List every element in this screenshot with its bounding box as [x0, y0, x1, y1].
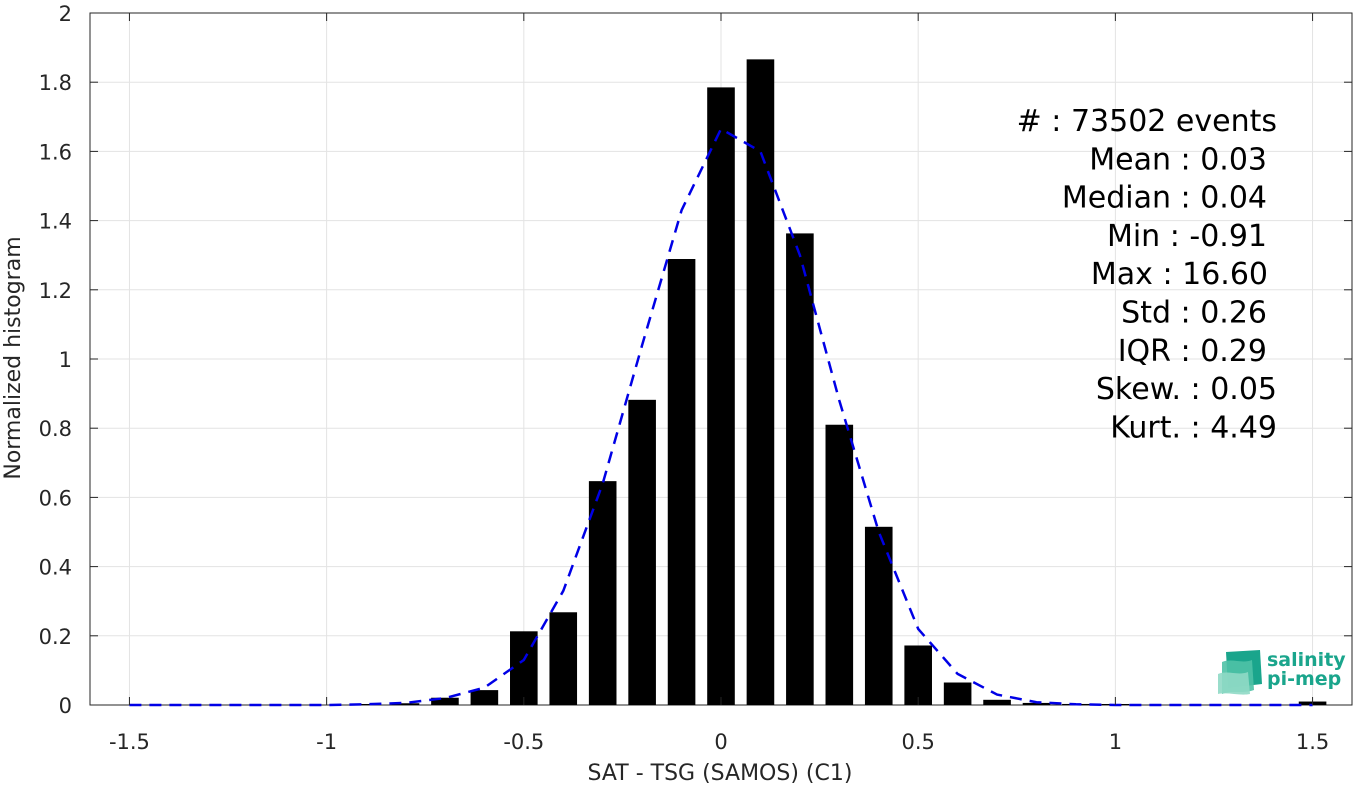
histogram-bar: [470, 690, 499, 705]
stats-line: Mean : 0.03: [1089, 142, 1267, 177]
stats-line: IQR : 0.29: [1118, 334, 1267, 369]
histogram-bar: [1022, 702, 1051, 705]
x-tick-label: 1: [1109, 730, 1122, 754]
histogram-bar: [746, 59, 775, 705]
stats-line: Median : 0.04: [1062, 181, 1267, 216]
stats-line: Skew. : 0.05: [1096, 372, 1277, 407]
histogram-bar: [588, 481, 617, 705]
y-axis-label: Normalized histogram: [1, 236, 26, 479]
x-tick-label: -1.5: [109, 730, 150, 754]
histogram-bar: [431, 697, 459, 705]
y-tick-label: 0.2: [39, 625, 72, 649]
y-tick-label: 1.2: [39, 279, 72, 303]
axis-tick-labels: -1.5 -1 -0.5 0 0.5 1 1.5 0 0.2 0.4 0.6 0.8 1 1.2 1.4 1.…: [39, 2, 1330, 754]
histogram-bars: [352, 59, 1327, 706]
x-axis-label: SAT - TSG (SAMOS) (C1): [588, 761, 853, 785]
stats-line: Min : -0.91: [1107, 219, 1267, 254]
histogram-bar: [825, 424, 854, 705]
y-tick-label: 2: [59, 2, 72, 26]
y-tick-label: 1.4: [39, 210, 72, 234]
y-tick-label: 0.8: [39, 417, 72, 441]
stats-line: Kurt. : 4.49: [1110, 410, 1277, 445]
histogram-bar: [943, 682, 972, 705]
histogram-bar: [904, 645, 932, 705]
logo-text-pi-mep: pi-mep: [1267, 668, 1341, 690]
histogram-bar: [628, 399, 656, 705]
x-tick-label: -0.5: [503, 730, 544, 754]
stats-line: Max : 16.60: [1091, 257, 1268, 292]
histogram-bar: [786, 233, 814, 706]
y-tick-label: 1.8: [39, 71, 72, 95]
y-tick-label: 1.6: [39, 140, 72, 164]
y-tick-label: 0: [59, 694, 72, 718]
salinity-pi-mep-logo: salinity pi-mep: [1218, 649, 1346, 695]
y-tick-label: 0.4: [39, 556, 72, 580]
y-tick-label: 0.6: [39, 486, 72, 510]
wave-logo-icon: [1218, 650, 1262, 695]
stats-line: # : 73502 events: [1017, 104, 1277, 139]
histogram-bar: [391, 703, 420, 705]
axis-ticks: [90, 12, 1352, 706]
y-tick-label: 1: [59, 348, 72, 372]
stats-line: Std : 0.26: [1121, 296, 1267, 331]
histogram-bar: [707, 87, 735, 705]
histogram-bar: [352, 704, 380, 705]
x-tick-label: 0: [714, 730, 727, 754]
histogram-bar: [549, 612, 578, 705]
histogram-bar: [983, 699, 1011, 705]
x-tick-label: -1: [316, 730, 337, 754]
logo-text-salinity: salinity: [1267, 649, 1346, 671]
x-tick-label: 0.5: [901, 730, 934, 754]
x-tick-label: 1.5: [1296, 730, 1329, 754]
histogram-bar: [667, 259, 696, 705]
